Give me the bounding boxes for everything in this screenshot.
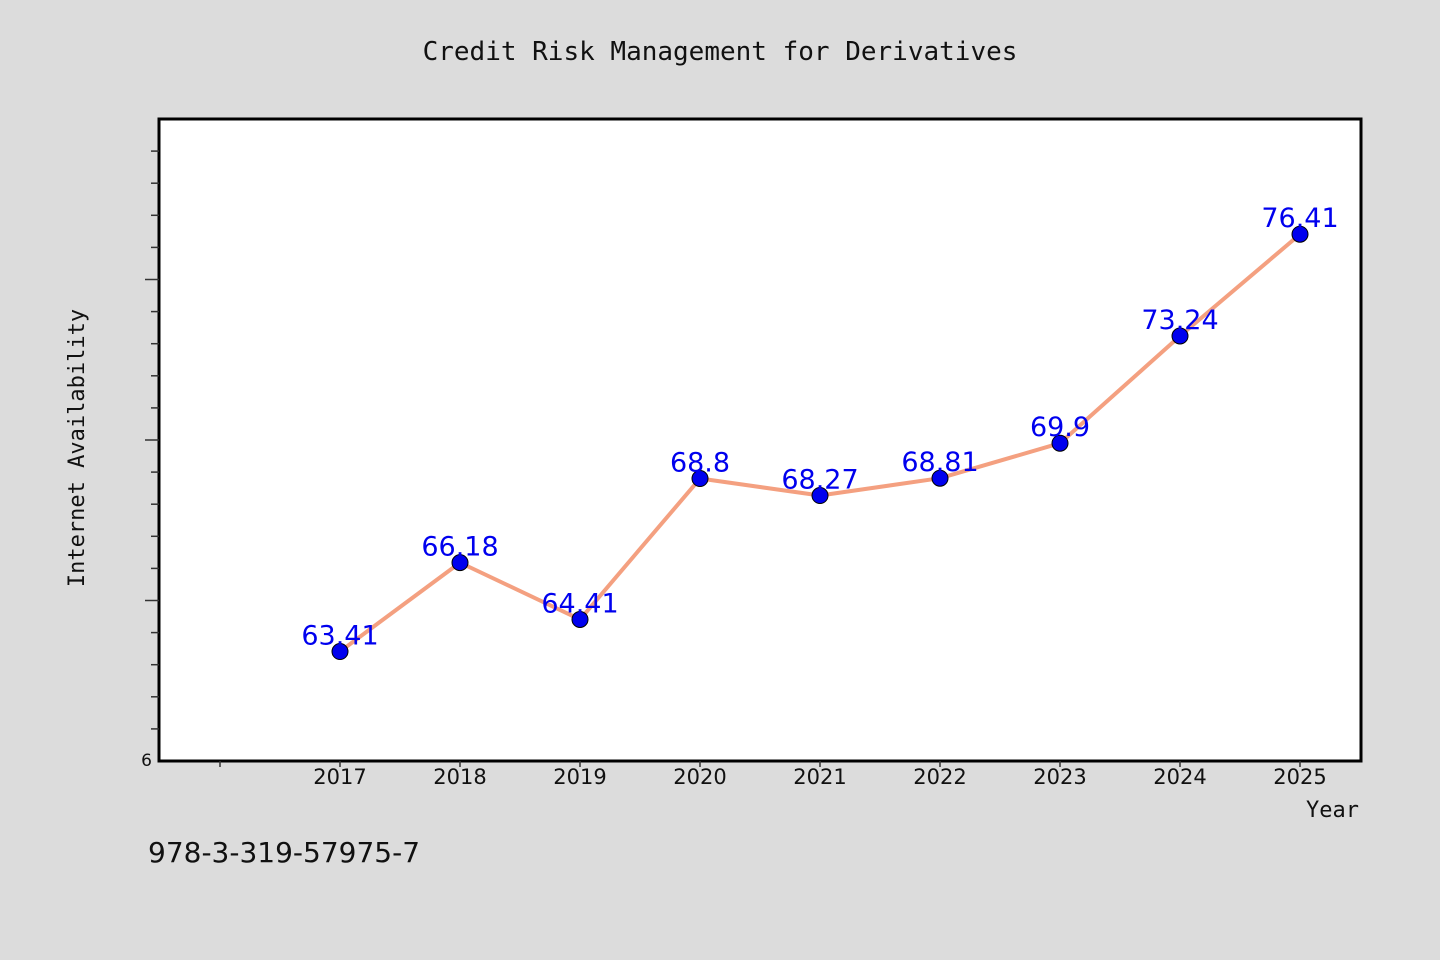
data-point bbox=[1051, 434, 1069, 452]
data-label: 68.81 bbox=[901, 447, 978, 478]
x-tick-label: 2023 bbox=[1033, 765, 1086, 789]
chart-title: Credit Risk Management for Derivatives bbox=[423, 37, 1018, 67]
data-point bbox=[1291, 225, 1309, 243]
data-point bbox=[931, 469, 949, 487]
footer-text: 978-3-319-57975-7 bbox=[148, 836, 420, 869]
data-point bbox=[1171, 327, 1189, 345]
data-labels: 63.41 66.18 64.41 68.8 68.27 68.81 69.9 73.24 76… bbox=[301, 203, 1338, 651]
x-tick-label: 2019 bbox=[553, 765, 606, 789]
y-axis-bottom-label: 6 bbox=[141, 751, 152, 771]
y-axis-label: Internet Availability bbox=[65, 309, 90, 587]
data-label: 63.41 bbox=[301, 621, 378, 652]
data-point bbox=[691, 470, 709, 488]
data-label: 68.27 bbox=[781, 465, 858, 496]
x-axis-ticks bbox=[219, 761, 1301, 767]
x-tick-label: 2021 bbox=[793, 765, 846, 789]
data-label: 68.8 bbox=[670, 448, 730, 479]
data-label: 76.41 bbox=[1261, 203, 1338, 234]
series-markers bbox=[331, 225, 1309, 661]
data-point bbox=[571, 610, 589, 628]
data-point bbox=[451, 554, 469, 572]
data-label: 64.41 bbox=[541, 588, 618, 619]
data-label: 73.24 bbox=[1141, 305, 1218, 336]
y-axis-ticks bbox=[145, 150, 159, 730]
data-point bbox=[811, 487, 829, 505]
data-label: 69.9 bbox=[1030, 412, 1090, 443]
data-point bbox=[331, 643, 349, 661]
data-label: 66.18 bbox=[421, 532, 498, 563]
x-tick-label: 2020 bbox=[673, 765, 726, 789]
x-tick-label: 2022 bbox=[913, 765, 966, 789]
x-tick-label: 2025 bbox=[1273, 765, 1326, 789]
x-axis-label: Year bbox=[1306, 798, 1359, 823]
plot-area bbox=[157, 117, 1363, 763]
x-tick-label: 2024 bbox=[1153, 765, 1206, 789]
x-axis-tick-labels: 2017 2018 2019 2020 2021 2022 2023 2024 2025 bbox=[313, 765, 1326, 789]
x-tick-label: 2017 bbox=[313, 765, 366, 789]
x-tick-label: 2018 bbox=[433, 765, 486, 789]
